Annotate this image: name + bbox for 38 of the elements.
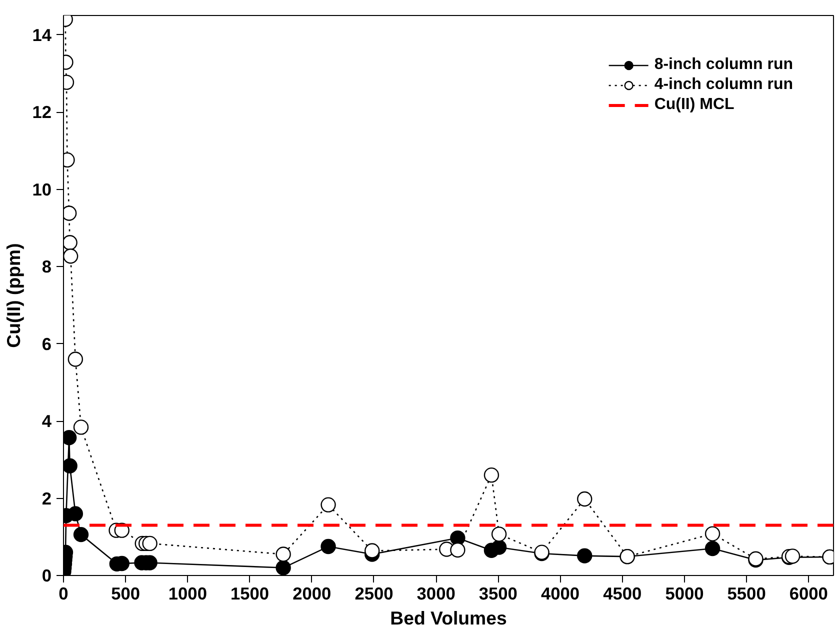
point [704, 540, 720, 556]
x-tick-label: 2500 [354, 584, 394, 604]
x-tick-label: 6000 [789, 584, 828, 604]
point [68, 506, 84, 522]
y-tick-label: 2 [42, 488, 52, 508]
x-tick-label: 4500 [603, 584, 642, 604]
x-tick-label: 5500 [727, 584, 766, 604]
y-axis-title: Cu(II) (ppm) [3, 243, 24, 348]
y-tick-label: 6 [42, 334, 52, 354]
x-tick-label: 3000 [416, 584, 456, 604]
x-tick-label: 1000 [168, 584, 207, 604]
point [491, 540, 507, 555]
legend-label: Cu(II) MCL [654, 96, 734, 114]
x-tick-label: 1500 [230, 584, 270, 604]
x-tick-label: 2000 [292, 584, 332, 604]
x-tick-label: 0 [58, 584, 68, 604]
point [784, 548, 800, 564]
x-tick-label: 3500 [478, 584, 518, 604]
x-tick-label: 500 [111, 584, 140, 604]
y-tick-label: 12 [32, 102, 52, 122]
y-tick-label: 8 [42, 256, 52, 277]
y-tick-label: 4 [42, 411, 52, 432]
point [577, 548, 592, 564]
point [64, 458, 78, 474]
x-axis-title: Bed Volumes [390, 608, 507, 628]
point [320, 538, 336, 554]
point [364, 543, 380, 558]
point [142, 536, 158, 552]
legend-label: 8-inch column run [654, 56, 793, 74]
point [276, 560, 291, 576]
point [73, 526, 89, 542]
x-tick-label: 5000 [665, 584, 704, 604]
y-tick-label: 0 [42, 566, 52, 586]
legend-label: 4-inch column run [654, 76, 793, 94]
y-tick-label: 10 [32, 179, 52, 200]
x-tick-label: 4000 [541, 584, 580, 604]
y-tick-label: 14 [32, 24, 52, 45]
point [450, 542, 466, 558]
